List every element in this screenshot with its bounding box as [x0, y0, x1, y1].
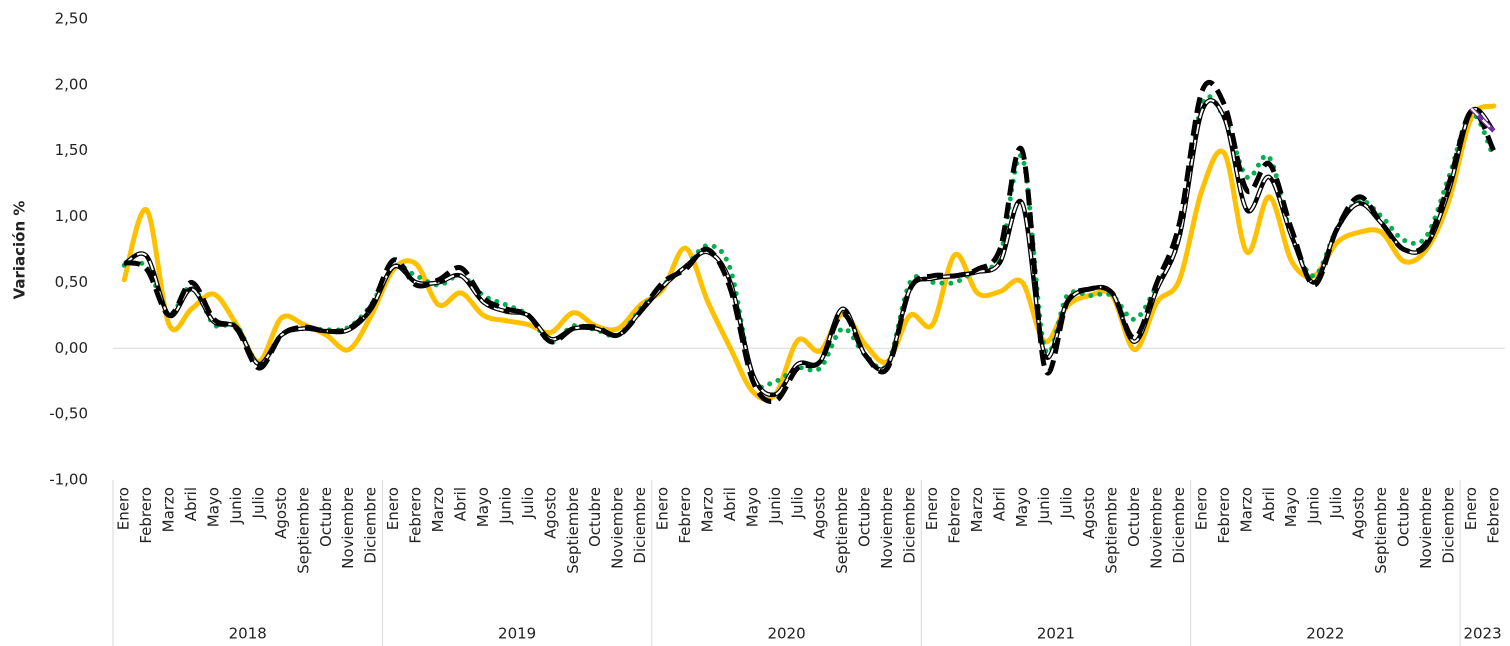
x-tick-label: Abril [182, 487, 200, 521]
x-tick-label: Enero [923, 487, 941, 530]
x-tick-label: Agosto [1350, 487, 1368, 539]
x-tick-label: Enero [1462, 487, 1480, 530]
series-stroke [1470, 107, 1495, 132]
y-tick-label: -1,00 [49, 471, 88, 489]
x-tick-label: Diciembre [1439, 487, 1457, 564]
x-tick-label: Febrero [945, 487, 963, 544]
x-tick-label: Abril [1260, 487, 1278, 521]
x-tick-label: Enero [384, 487, 402, 530]
x-tick-label: Febrero [676, 487, 694, 544]
series-line [1469, 106, 1496, 133]
x-tick-label: Febrero [1215, 487, 1233, 544]
x-tick-label: Junio [227, 487, 245, 525]
group-label: 2022 [1306, 625, 1344, 643]
x-tick-label: Julio [519, 487, 537, 519]
x-tick-label: Junio [1305, 487, 1323, 525]
x-tick-label: Mayo [1013, 487, 1031, 527]
x-tick-label: Enero [1192, 487, 1210, 530]
x-tick-label: Julio [1058, 487, 1076, 519]
group-label: 2023 [1463, 625, 1501, 643]
x-tick-label: Marzo [698, 487, 716, 532]
x-tick-label: Abril [990, 487, 1008, 521]
x-tick-label: Diciembre [901, 487, 919, 564]
x-tick-label: Agosto [1080, 487, 1098, 539]
x-tick-label: Noviembre [609, 487, 627, 569]
x-tick-label: Septiembre [564, 487, 582, 574]
x-tick-label: Septiembre [294, 487, 312, 574]
x-tick-label: Mayo [474, 487, 492, 527]
group-label: 2019 [498, 625, 536, 643]
x-tick-label: Agosto [541, 487, 559, 539]
x-tick-label: Marzo [968, 487, 986, 532]
x-tick-label: Octubre [1125, 487, 1143, 547]
y-tick-label: 1,50 [55, 141, 88, 159]
x-tick-label: Julio [788, 487, 806, 519]
series-line [121, 103, 1497, 402]
x-tick-label: Abril [452, 487, 470, 521]
x-tick-label: Marzo [160, 487, 178, 532]
x-tick-label: Diciembre [631, 487, 649, 564]
x-tick-label: Mayo [743, 487, 761, 527]
x-tick-label: Enero [654, 487, 672, 530]
x-tick-label: Diciembre [362, 487, 380, 564]
x-tick-label: Mayo [1282, 487, 1300, 527]
x-tick-label: Noviembre [1148, 487, 1166, 569]
y-tick-label: 0,50 [55, 273, 88, 291]
x-tick-label: Noviembre [1417, 487, 1435, 569]
group-label: 2020 [767, 625, 805, 643]
x-tick-label: Septiembre [1103, 487, 1121, 574]
y-tick-label: 1,00 [55, 207, 88, 225]
x-tick-label: Julio [249, 487, 267, 519]
x-tick-label: Enero [115, 487, 133, 530]
y-tick-label: 0,00 [55, 339, 88, 357]
x-tick-label: Septiembre [1372, 487, 1390, 574]
x-tick-label: Marzo [1237, 487, 1255, 532]
x-tick-label: Abril [721, 487, 739, 521]
y-axis-label: Variación % [11, 201, 29, 300]
group-label: 2021 [1037, 625, 1075, 643]
x-tick-label: Febrero [1484, 487, 1502, 544]
x-tick-label: Febrero [407, 487, 425, 544]
x-tick-label: Noviembre [339, 487, 357, 569]
x-tick-label: Octubre [317, 487, 335, 547]
x-tick-label: Febrero [137, 487, 155, 544]
y-tick-label: -0,50 [49, 405, 88, 423]
group-label: 2018 [229, 625, 267, 643]
y-tick-label: 2,00 [55, 75, 88, 93]
series-line [121, 94, 1497, 390]
x-tick-label: Octubre [856, 487, 874, 547]
x-tick-label: Junio [766, 487, 784, 525]
x-tick-label: Agosto [272, 487, 290, 539]
series-line [123, 80, 1497, 405]
x-tick-label: Octubre [586, 487, 604, 547]
x-tick-label: Julio [1327, 487, 1345, 519]
x-tick-label: Mayo [205, 487, 223, 527]
x-tick-label: Marzo [429, 487, 447, 532]
x-tick-label: Diciembre [1170, 487, 1188, 564]
x-tick-label: Septiembre [833, 487, 851, 574]
x-tick-label: Agosto [811, 487, 829, 539]
x-tick-label: Noviembre [878, 487, 896, 569]
x-tick-label: Junio [496, 487, 514, 525]
x-tick-label: Junio [1035, 487, 1053, 525]
y-tick-label: 2,50 [55, 10, 88, 28]
x-tick-label: Octubre [1394, 487, 1412, 547]
